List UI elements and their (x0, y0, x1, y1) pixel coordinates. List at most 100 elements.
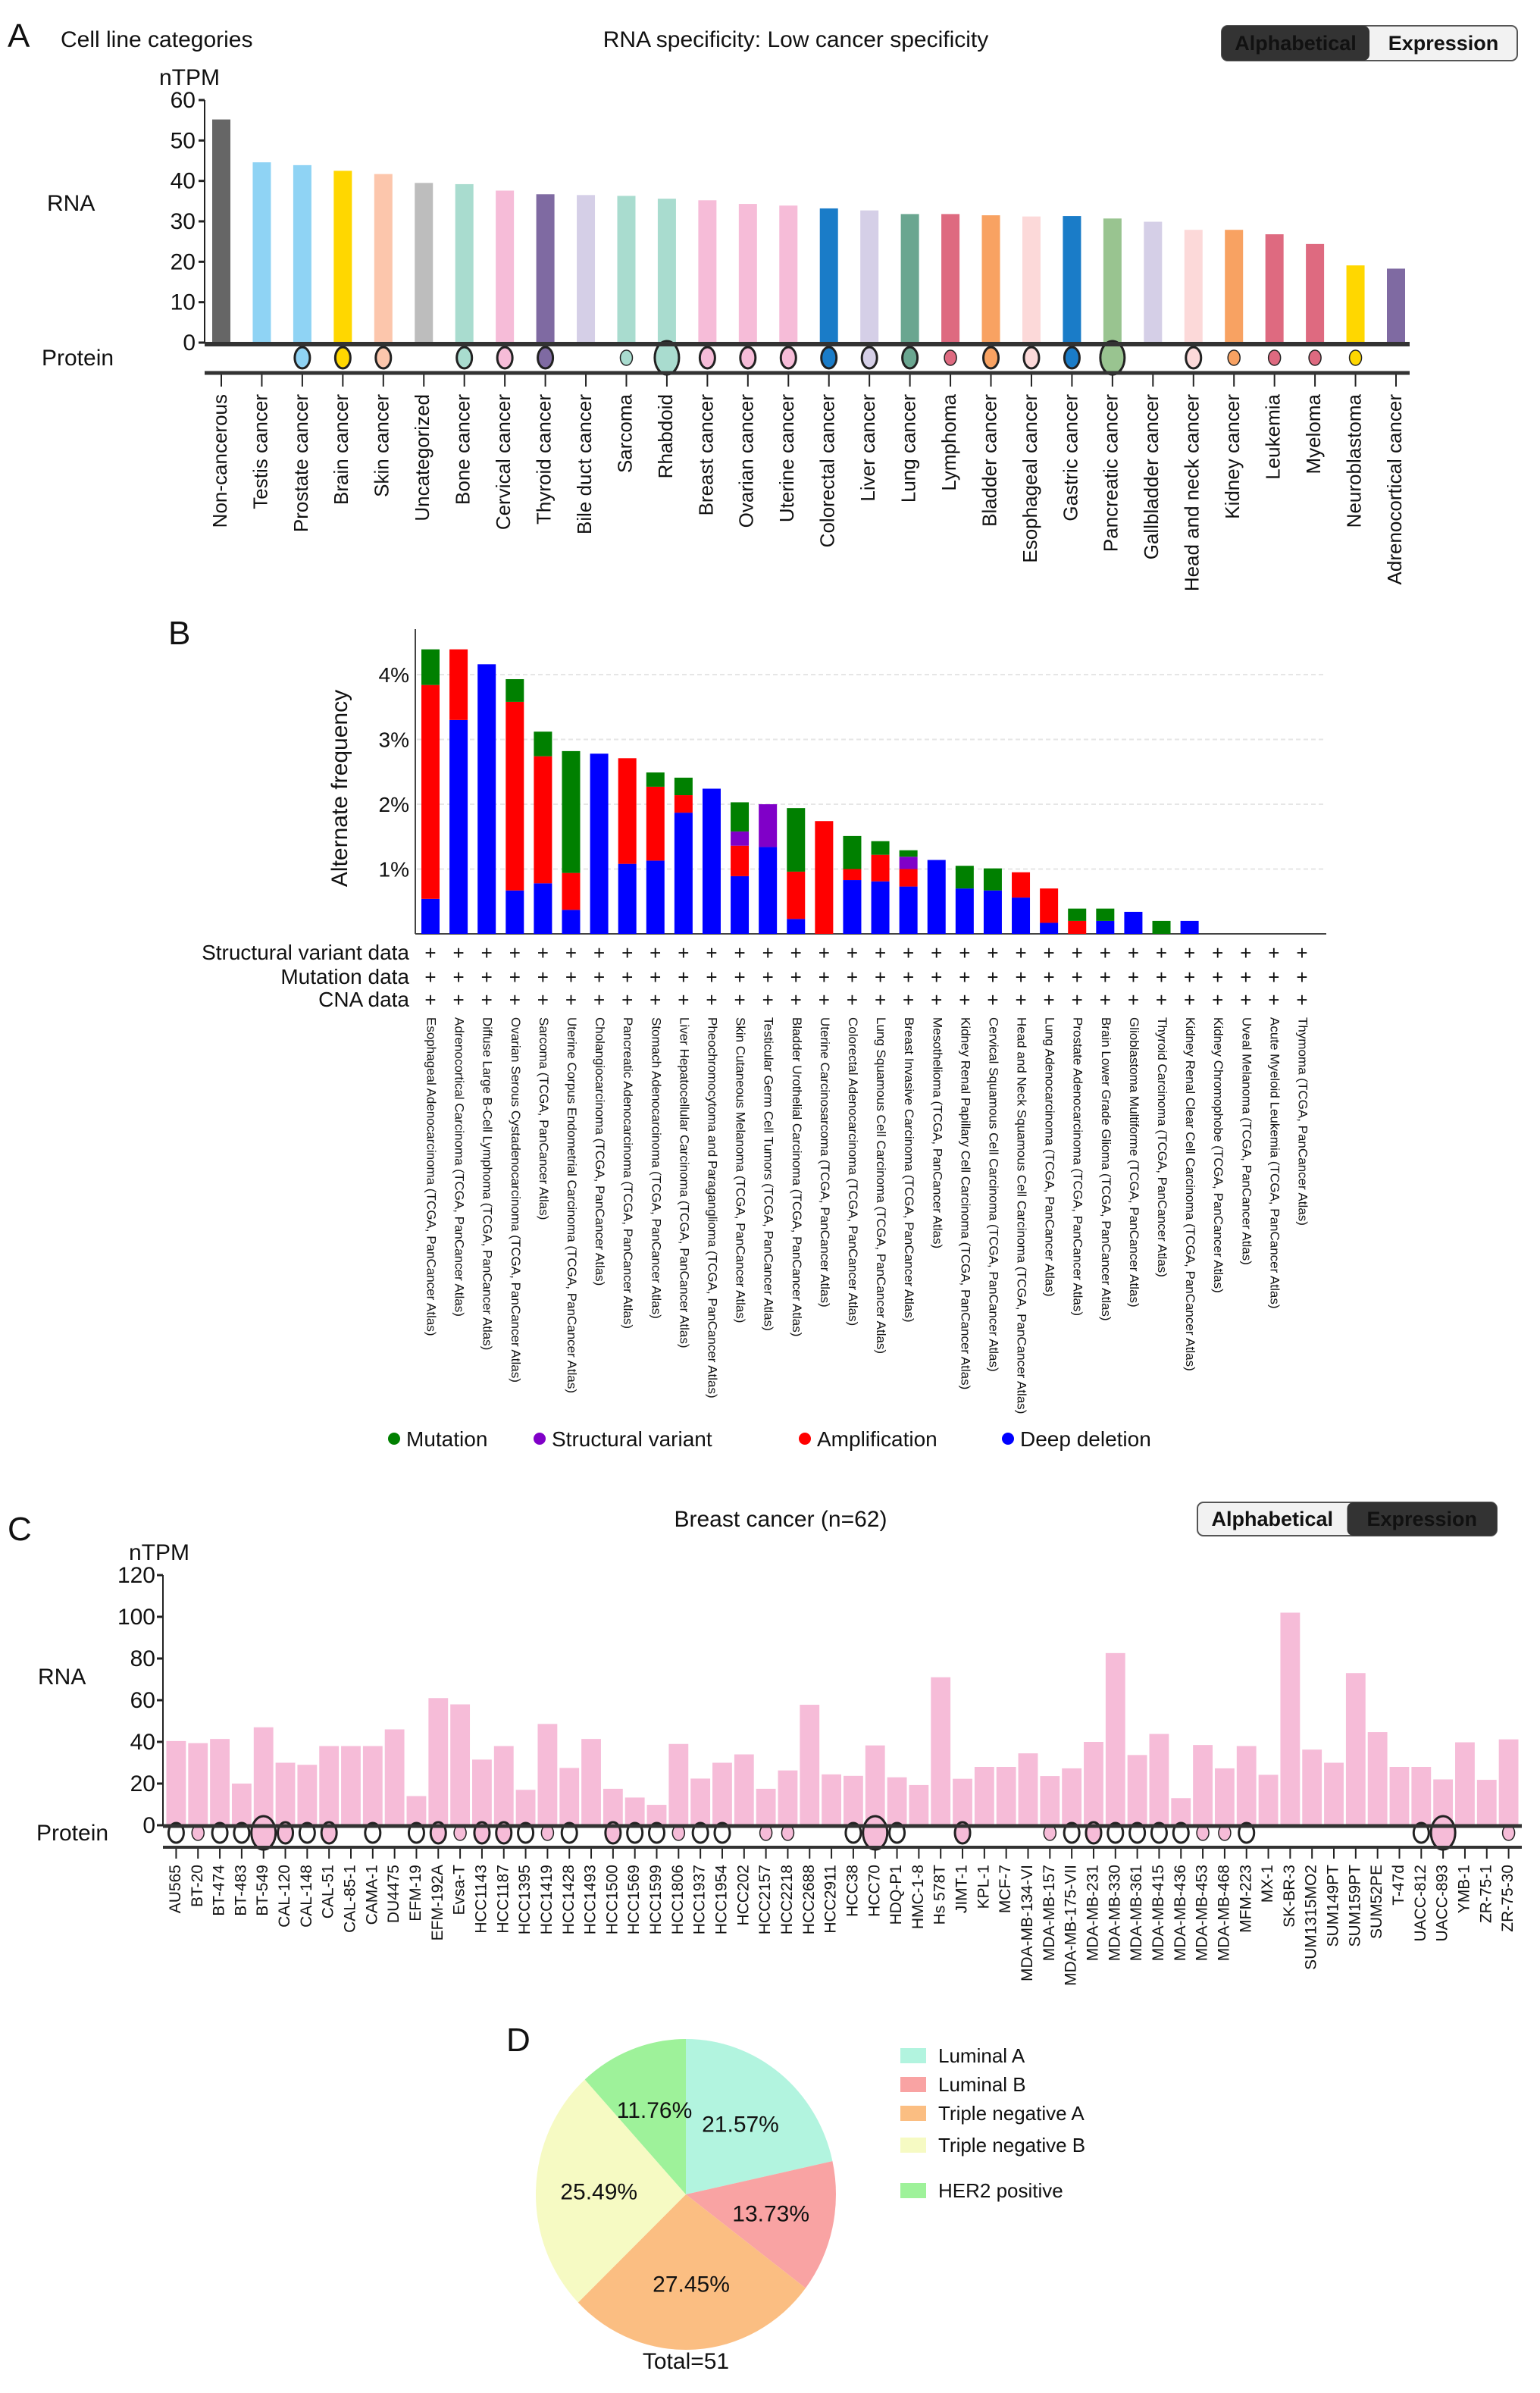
bar-cal-120[interactable] (275, 1762, 296, 1826)
bar-segment-amplification[interactable] (843, 869, 862, 881)
bar-mda-mb-436[interactable] (1171, 1798, 1191, 1825)
pie-slice-triple-negative-b[interactable] (536, 2079, 686, 2303)
bar-hcc1954[interactable] (712, 1762, 732, 1826)
pie-slice-luminal-b[interactable] (686, 2161, 836, 2288)
bar-cervical-cancer[interactable] (496, 190, 515, 343)
bar-t-47d[interactable] (1389, 1767, 1410, 1825)
bar-segment-deep-deletion[interactable] (674, 813, 693, 934)
bar-segment-deep-deletion[interactable] (843, 880, 862, 934)
bar-hcc2157[interactable] (756, 1788, 776, 1825)
bar-ovarian-cancer[interactable] (738, 204, 757, 343)
bar-segment-mutation[interactable] (1068, 908, 1087, 921)
bar-gastric-cancer[interactable] (1063, 216, 1081, 343)
bar-zr-75-1[interactable] (1476, 1780, 1497, 1825)
bar-non-cancerous[interactable] (212, 119, 230, 343)
bar-segment-deep-deletion[interactable] (534, 883, 552, 934)
bar-mda-mb-134-vi[interactable] (1018, 1753, 1038, 1825)
toggle-alphabetical-button[interactable]: Alphabetical (1235, 32, 1357, 55)
bar-mda-mb-453[interactable] (1193, 1745, 1213, 1825)
bar-segment-structural-variant[interactable] (899, 857, 918, 869)
bar-segment-deep-deletion[interactable] (1040, 922, 1059, 934)
bar-bile-duct-cancer[interactable] (577, 195, 596, 343)
bar-mda-mb-175-vii[interactable] (1062, 1768, 1082, 1825)
bar-hcc1569[interactable] (624, 1797, 645, 1825)
bar-segment-mutation[interactable] (1152, 920, 1171, 934)
bar-segment-deep-deletion[interactable] (449, 719, 468, 934)
pie-slice-her2-positive[interactable] (584, 2039, 686, 2194)
bar-kpl-1[interactable] (974, 1767, 994, 1825)
bar-bt-20[interactable] (188, 1743, 208, 1825)
bar-esophageal-cancer[interactable] (1022, 216, 1041, 343)
bar-cama-1[interactable] (362, 1746, 383, 1826)
bar-sum1315mo2[interactable] (1302, 1749, 1322, 1825)
bar-segment-amplification[interactable] (449, 649, 468, 720)
bar-leukemia[interactable] (1265, 234, 1284, 343)
bar-segment-mutation[interactable] (1096, 908, 1115, 921)
bar-segment-amplification[interactable] (562, 872, 581, 910)
bar-segment-mutation[interactable] (983, 868, 1002, 891)
bar-sarcoma[interactable] (617, 196, 636, 343)
bar-hcc202[interactable] (734, 1754, 754, 1826)
bar-segment-amplification[interactable] (815, 821, 834, 934)
bar-segment-amplification[interactable] (534, 756, 552, 884)
bar-mda-mb-415[interactable] (1149, 1734, 1169, 1825)
bar-mfm-223[interactable] (1236, 1746, 1257, 1826)
bar-mda-mb-330[interactable] (1105, 1652, 1125, 1825)
bar-segment-mutation[interactable] (674, 777, 693, 796)
bar-segment-structural-variant[interactable] (759, 804, 778, 847)
bar-segment-deep-deletion[interactable] (927, 860, 946, 934)
bar-efm-192a[interactable] (428, 1698, 449, 1825)
bar-cal-51[interactable] (319, 1746, 340, 1826)
bar-hcc1143[interactable] (472, 1759, 492, 1825)
bar-hs-578t[interactable] (931, 1677, 951, 1825)
bar-bladder-cancer[interactable] (981, 215, 1000, 343)
bar-sk-br-3[interactable] (1280, 1612, 1301, 1826)
bar-au565[interactable] (166, 1740, 186, 1825)
bar-evsa-t[interactable] (450, 1704, 471, 1826)
bar-bt-474[interactable] (210, 1739, 230, 1825)
bar-hcc2218[interactable] (778, 1770, 798, 1825)
bar-segment-deep-deletion[interactable] (1180, 920, 1199, 934)
bar-bt-483[interactable] (231, 1784, 252, 1825)
bar-segment-mutation[interactable] (955, 866, 974, 889)
pie-slice-luminal-a[interactable] (686, 2039, 833, 2194)
bar-segment-deep-deletion[interactable] (1124, 911, 1143, 934)
bar-segment-deep-deletion[interactable] (477, 664, 496, 934)
bar-segment-deep-deletion[interactable] (421, 898, 440, 934)
bar-gallbladder-cancer[interactable] (1144, 221, 1163, 343)
bar-thyroid-cancer[interactable] (536, 194, 555, 343)
bar-sum159pt[interactable] (1345, 1673, 1366, 1825)
bar-ymb-1[interactable] (1455, 1742, 1475, 1825)
bar-segment-mutation[interactable] (871, 841, 890, 855)
bar-prostate-cancer[interactable] (293, 164, 311, 343)
bar-lymphoma[interactable] (941, 214, 960, 343)
bar-hcc1937[interactable] (690, 1778, 711, 1825)
bar-mda-mb-361[interactable] (1127, 1755, 1147, 1825)
bar-pancreatic-cancer[interactable] (1103, 218, 1122, 343)
bar-liver-cancer[interactable] (860, 210, 879, 343)
bar-segment-amplification[interactable] (1012, 872, 1031, 898)
bar-segment-mutation[interactable] (787, 808, 806, 872)
bar-bone-cancer[interactable] (455, 183, 474, 343)
bar-lung-cancer[interactable] (900, 214, 919, 343)
bar-segment-deep-deletion[interactable] (955, 888, 974, 934)
bar-hmc-1-8[interactable] (909, 1784, 929, 1825)
bar-segment-deep-deletion[interactable] (787, 919, 806, 934)
bar-mcf-7[interactable] (996, 1767, 1016, 1825)
bar-zr-75-30[interactable] (1498, 1739, 1519, 1825)
bar-segment-mutation[interactable] (646, 772, 665, 787)
bar-breast-cancer[interactable] (698, 200, 717, 343)
bar-skin-cancer[interactable] (374, 174, 393, 343)
bar-segment-mutation[interactable] (843, 835, 862, 869)
bar-hcc1500[interactable] (603, 1788, 623, 1825)
bar-segment-mutation[interactable] (506, 678, 524, 702)
bar-hcc1187[interactable] (493, 1746, 514, 1826)
bar-segment-deep-deletion[interactable] (702, 788, 721, 934)
bar-mda-mb-468[interactable] (1214, 1768, 1235, 1825)
bar-hcc1395[interactable] (515, 1790, 536, 1825)
toggle-expression-button[interactable]: Expression (1366, 1508, 1477, 1530)
bar-kidney-cancer[interactable] (1225, 230, 1244, 343)
bar-segment-mutation[interactable] (899, 850, 918, 857)
bar-myeloma[interactable] (1306, 243, 1325, 343)
bar-segment-deep-deletion[interactable] (731, 875, 750, 934)
